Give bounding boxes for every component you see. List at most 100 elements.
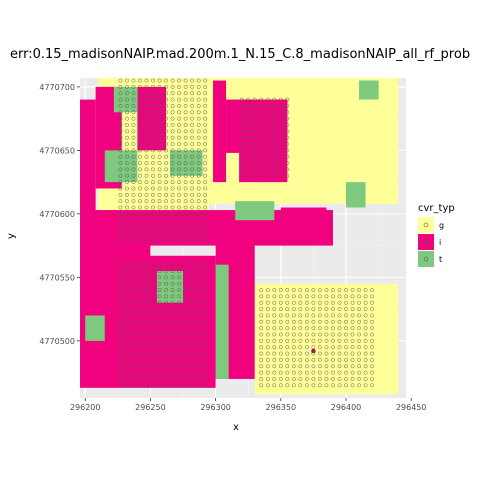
sample-point [278, 370, 283, 375]
sample-point [272, 288, 277, 292]
sample-point [331, 364, 335, 369]
sample-point [144, 357, 149, 362]
sample-point [350, 326, 355, 331]
sample-point [350, 307, 355, 312]
sample-point [363, 357, 368, 362]
sample-point [164, 148, 168, 153]
sample-point [259, 326, 264, 331]
sample-point [291, 294, 296, 299]
sample-point [144, 351, 149, 356]
sample-point [196, 173, 201, 178]
sample-point [164, 357, 168, 362]
sample-point [170, 294, 175, 299]
sample-point [118, 199, 123, 204]
sample-point [370, 357, 375, 362]
sample-point [190, 269, 195, 273]
sample-point [272, 383, 277, 388]
sample-point [183, 313, 188, 318]
sample-point [118, 237, 123, 242]
sample-point [196, 135, 201, 140]
sample-point [170, 192, 175, 197]
sample-point [324, 332, 329, 337]
sample-point [164, 110, 168, 115]
sample-point [125, 135, 129, 140]
sample-point [157, 192, 162, 197]
sample-point [272, 161, 277, 166]
sample-point [190, 338, 195, 343]
legend-label-i: i [439, 238, 441, 247]
sample-point [278, 332, 283, 337]
sample-point [278, 135, 283, 140]
sample-point [196, 129, 201, 134]
sample-point [177, 78, 182, 83]
sample-point [125, 104, 129, 108]
sample-point [196, 307, 201, 312]
sample-point [196, 357, 201, 362]
sample-point [203, 230, 208, 235]
sample-point [203, 300, 208, 305]
sample-point [144, 300, 149, 305]
sample-point [144, 383, 149, 388]
sample-point [131, 262, 136, 267]
sample-point [183, 205, 188, 210]
sample-point [138, 326, 142, 331]
sample-point [196, 313, 201, 318]
sample-point [183, 180, 188, 185]
sample-point [151, 294, 155, 299]
sample-point [190, 123, 195, 127]
sample-point [304, 294, 309, 299]
sample-point [350, 300, 355, 305]
sample-point [144, 319, 149, 324]
sample-point [144, 237, 149, 242]
sample-point [157, 104, 162, 108]
sample-point [164, 224, 168, 229]
sample-point [125, 218, 129, 223]
sample-point [183, 199, 188, 204]
sample-point [118, 351, 123, 356]
sample-point [131, 97, 136, 102]
sample-point [138, 332, 142, 337]
sample-point [164, 129, 168, 134]
sample-point [265, 377, 270, 381]
sample-point [177, 281, 182, 286]
sample-point [203, 161, 208, 166]
sample-point [203, 370, 208, 375]
sample-point [278, 357, 283, 362]
sample-point [259, 370, 264, 375]
sample-point [311, 338, 316, 343]
sample-point [190, 351, 195, 356]
sample-point [170, 167, 175, 172]
legend: cvr_typ git [418, 203, 455, 267]
sample-point [190, 148, 195, 153]
sample-point [183, 294, 188, 299]
sample-point [138, 351, 142, 356]
sample-point [118, 116, 123, 121]
sample-point [278, 294, 283, 299]
sample-point [144, 332, 149, 337]
sample-point [183, 357, 188, 362]
sample-point [265, 148, 270, 153]
sample-point [190, 224, 195, 229]
sample-point [183, 84, 188, 89]
sample-point [170, 199, 175, 204]
sample-point [183, 192, 188, 197]
sample-point [138, 91, 142, 96]
sample-point [337, 326, 342, 331]
sample-point [138, 288, 142, 292]
sample-point [278, 148, 283, 153]
sample-point [177, 199, 182, 204]
sample-point [357, 383, 361, 388]
sample-point [357, 307, 361, 312]
sample-point [203, 97, 208, 102]
sample-point [138, 186, 142, 191]
sample-point [285, 377, 290, 381]
sample-point [144, 161, 149, 166]
sample-point [138, 78, 142, 83]
sample-point [177, 110, 182, 115]
sample-point [151, 97, 155, 102]
sample-point [164, 205, 168, 210]
sample-point [196, 192, 201, 197]
sample-point [144, 129, 149, 134]
sample-point [239, 173, 244, 178]
